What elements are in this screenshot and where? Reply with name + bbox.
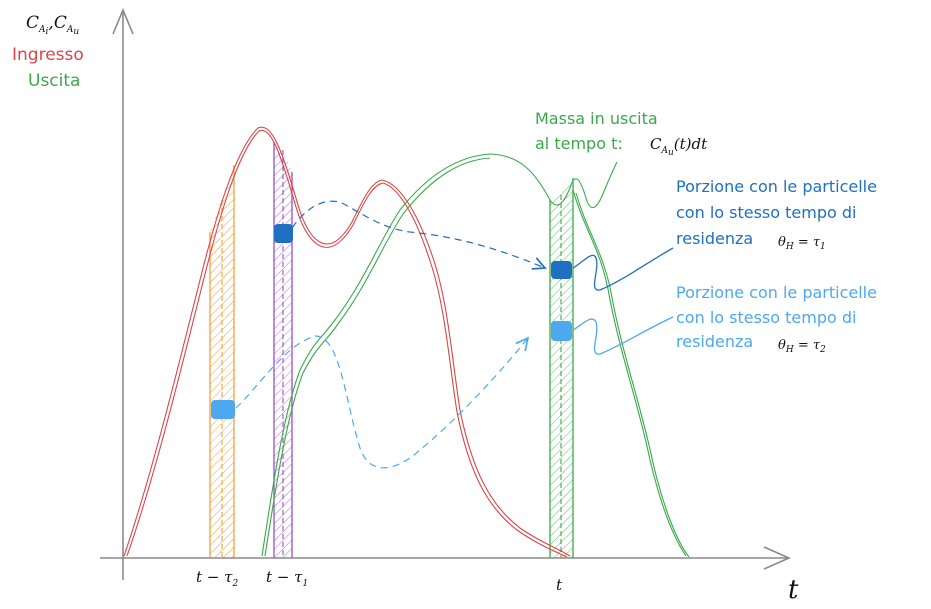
input-curve <box>123 126 571 558</box>
light-blue-particle-source <box>211 400 235 419</box>
svg-text:residenza: residenza <box>676 229 753 248</box>
svg-text:Massa in uscita: Massa in uscita <box>535 109 658 128</box>
svg-text:θH = τ1: θH = τ1 <box>778 235 826 252</box>
band-t <box>549 176 574 558</box>
tick-t: t <box>556 576 563 594</box>
light-blue-particle-output <box>551 321 572 341</box>
dark-blue-callout-line <box>572 247 674 291</box>
output-curve <box>261 153 690 558</box>
x-axis-label: t <box>788 575 799 605</box>
legend-output: Uscita <box>28 71 80 91</box>
portion1-note: Porzione con le particelle con lo stesso… <box>676 177 877 252</box>
svg-text:Porzione con le particelle: Porzione con le particelle <box>676 177 877 196</box>
svg-text:residenza: residenza <box>676 332 753 351</box>
tick-t-minus-tau1: t − τ1 <box>266 568 308 589</box>
portion2-note: Porzione con le particelle con lo stesso… <box>676 283 877 355</box>
svg-text:Porzione con le particelle: Porzione con le particelle <box>676 283 877 302</box>
tick-t-minus-tau2: t − τ2 <box>196 568 238 589</box>
x-axis <box>100 546 791 570</box>
y-axis <box>112 7 134 580</box>
mass-note: Massa in uscita al tempo t: CAu(t)dt <box>535 109 708 158</box>
light-blue-dashed-arrow <box>235 335 528 469</box>
svg-text:al tempo t:: al tempo t: <box>535 134 623 153</box>
light-blue-callout-line <box>572 316 674 355</box>
legend-input: Ingresso <box>12 45 84 65</box>
svg-text:θH = τ2: θH = τ2 <box>778 338 826 355</box>
dark-blue-dashed-arrow <box>291 200 545 268</box>
svg-text:con lo stesso tempo di: con lo stesso tempo di <box>676 203 856 222</box>
band-t-minus-tau1 <box>273 142 293 558</box>
svg-text:con lo stesso tempo di: con lo stesso tempo di <box>676 308 856 327</box>
svg-text:CAu(t)dt: CAu(t)dt <box>650 135 708 158</box>
band-t-minus-tau2 <box>209 165 235 558</box>
y-axis-label: CAi,CAu <box>26 13 79 37</box>
dark-blue-particle-source <box>274 224 293 243</box>
dark-blue-particle-output <box>551 261 572 279</box>
